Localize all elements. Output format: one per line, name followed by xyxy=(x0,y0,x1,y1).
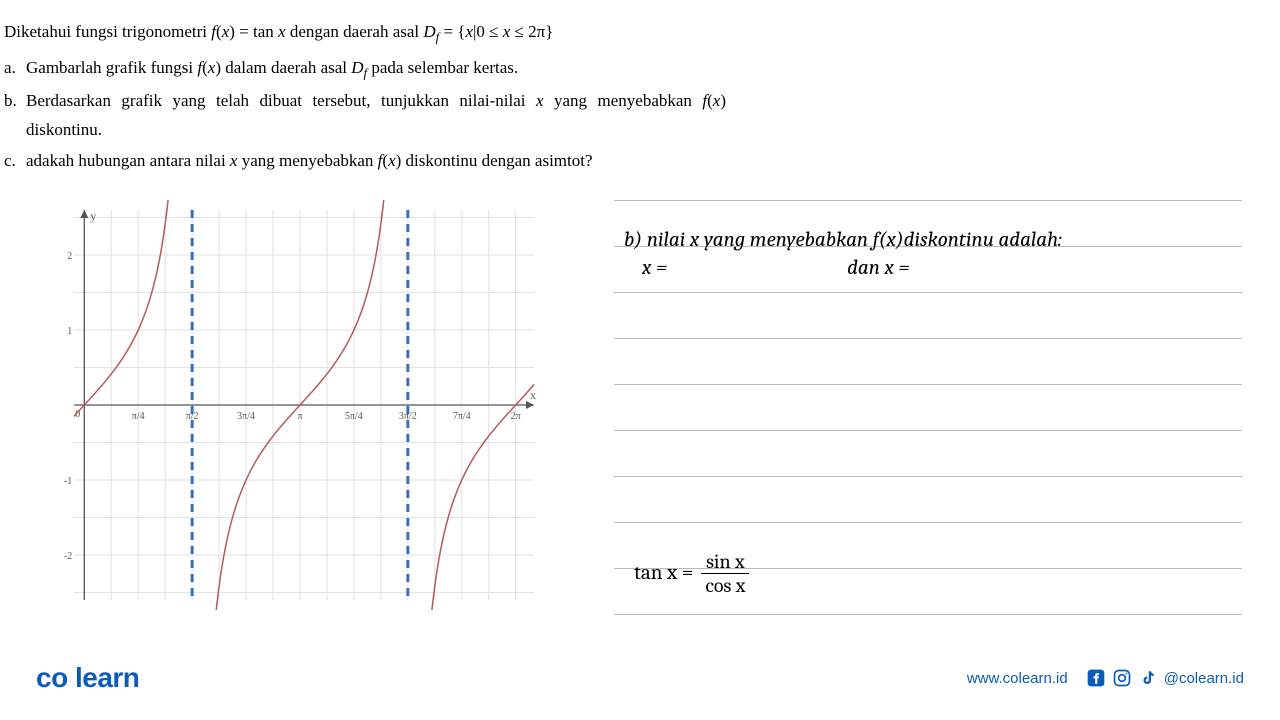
ruled-line xyxy=(614,477,1242,523)
answer-b-dan: dan x = xyxy=(847,256,910,280)
social-icons: @colearn.id xyxy=(1086,668,1244,688)
problem-item: b.Berdasarkan grafik yang telah dibuat t… xyxy=(4,87,1272,145)
svg-text:-2: -2 xyxy=(64,551,72,562)
answer-b: b) nilai x yang menyebabkan f(x)diskonti… xyxy=(624,228,1232,280)
svg-text:1: 1 xyxy=(67,326,72,337)
ruled-line xyxy=(614,293,1242,339)
tiktok-icon xyxy=(1138,668,1158,688)
formula-denominator: cos x xyxy=(701,573,749,597)
svg-text:2π: 2π xyxy=(511,411,521,422)
problem-list: a.Gambarlah grafik fungsi f(x) dalam dae… xyxy=(4,54,1272,176)
facebook-icon xyxy=(1086,668,1106,688)
formula-numerator: sin x xyxy=(702,550,749,573)
svg-text:x: x xyxy=(530,388,536,402)
ruled-line xyxy=(614,385,1242,431)
svg-text:2: 2 xyxy=(67,251,72,262)
problem-item: c.adakah hubungan antara nilai x yang me… xyxy=(4,147,1272,176)
tangent-chart: yx0-2-112π/4π/23π/4π5π/43π/27π/42π xyxy=(44,200,544,610)
logo-post: learn xyxy=(75,662,139,693)
svg-text:y: y xyxy=(90,209,96,223)
logo: co learn xyxy=(36,662,139,694)
formula-lhs: tan x = xyxy=(634,561,693,585)
svg-text:7π/4: 7π/4 xyxy=(453,411,471,422)
ruled-line xyxy=(614,339,1242,385)
problem-item: a.Gambarlah grafik fungsi f(x) dalam dae… xyxy=(4,54,1272,85)
svg-text:-1: -1 xyxy=(64,476,72,487)
answer-b-line1: b) nilai x yang menyebabkan f(x)diskonti… xyxy=(624,228,1232,252)
graph-area: yx0-2-112π/4π/23π/4π5π/43π/27π/42π xyxy=(4,200,564,615)
tan-formula: tan x = sin x cos x xyxy=(634,550,749,597)
footer-url: www.colearn.id xyxy=(967,670,1068,687)
logo-pre: co xyxy=(36,662,68,693)
footer: co learn www.colearn.id @colearn.id xyxy=(0,662,1280,694)
svg-text:π/4: π/4 xyxy=(132,411,145,422)
svg-text:π: π xyxy=(297,411,302,422)
answer-area: b) nilai x yang menyebabkan f(x)diskonti… xyxy=(564,200,1272,615)
answer-b-x1: x = xyxy=(642,256,667,280)
svg-text:5π/4: 5π/4 xyxy=(345,411,363,422)
problem-intro: Diketahui fungsi trigonometri f(x) = tan… xyxy=(4,18,1272,48)
ruled-line xyxy=(614,431,1242,477)
footer-handle: @colearn.id xyxy=(1164,670,1244,687)
instagram-icon xyxy=(1112,668,1132,688)
svg-text:3π/4: 3π/4 xyxy=(237,411,255,422)
